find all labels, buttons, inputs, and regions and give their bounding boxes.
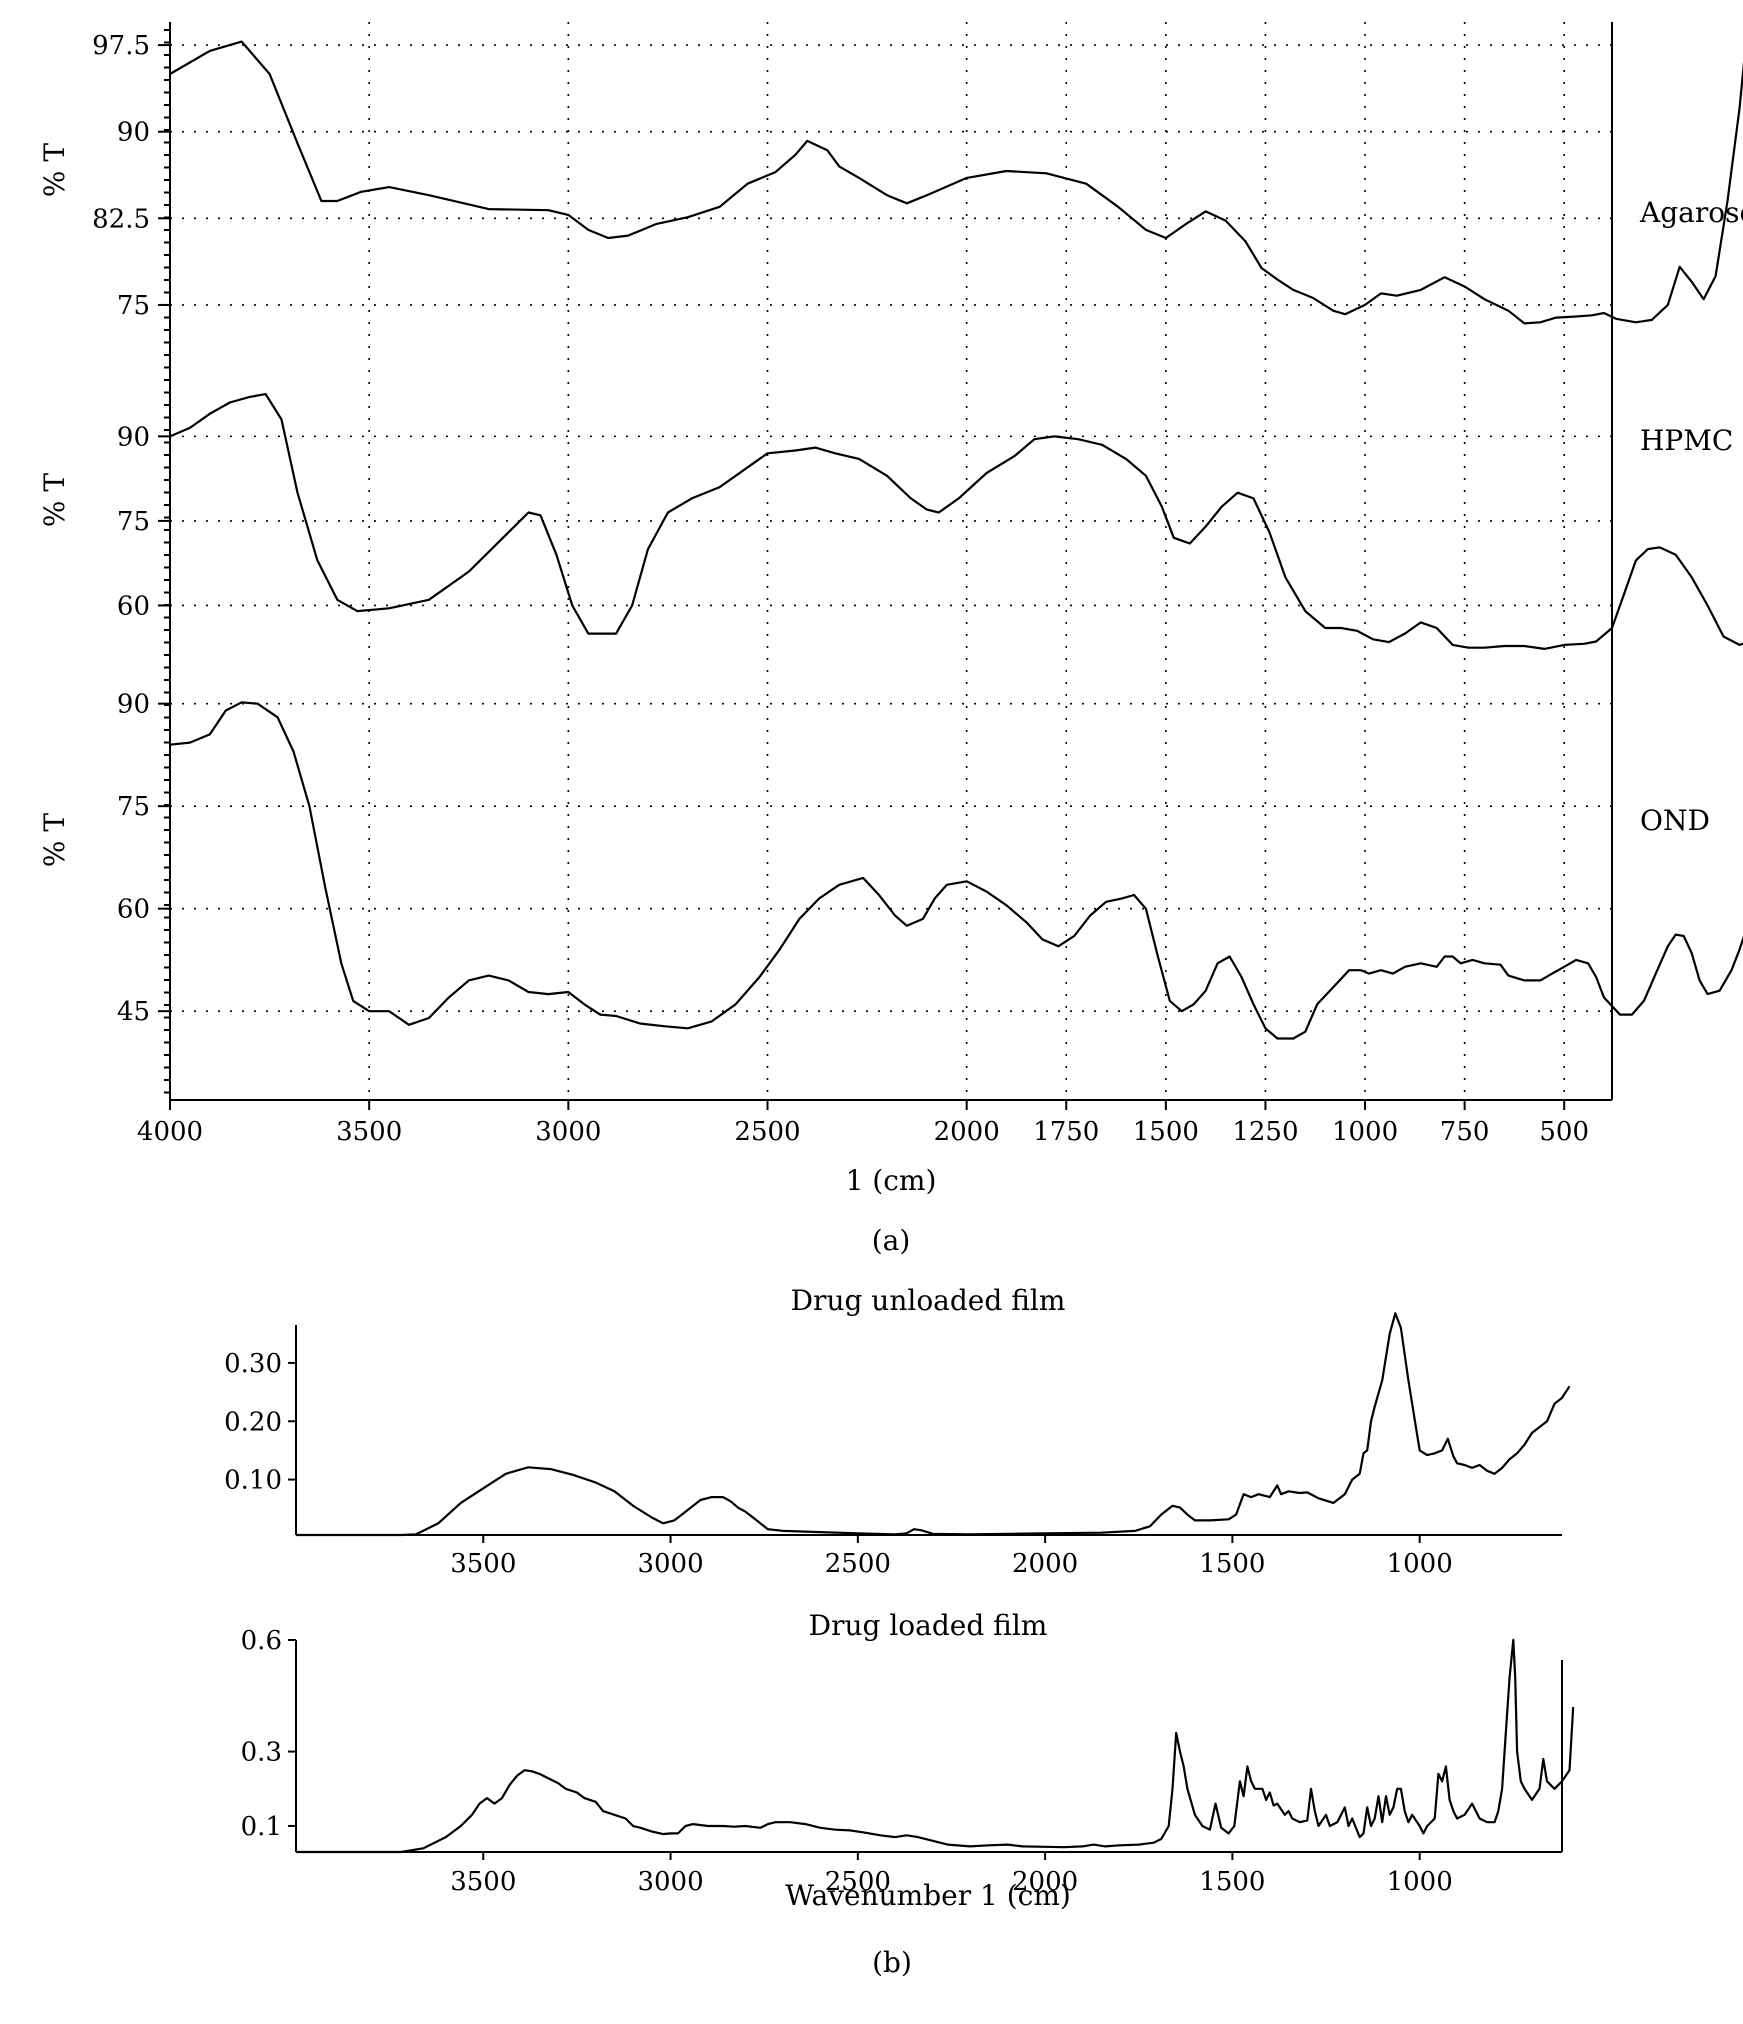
subplot-loaded-spectrum [296, 1638, 1575, 1854]
subplot-loaded-x-tick-label-2000: 2000 [1012, 1867, 1078, 1897]
y-tick-label-agarose-97.5: 97.5 [92, 31, 150, 61]
y-tick-label-ond-75: 75 [117, 792, 150, 822]
subplot-unloaded-spectrum [296, 1312, 1571, 1537]
y-tick-label-agarose-75: 75 [117, 291, 150, 321]
panel-a-x-axis-title: 1 (cm) [846, 1164, 937, 1197]
subplot-unloaded-x-tick-label-1000: 1000 [1387, 1549, 1453, 1579]
subplot-loaded-x-tick-label-3000: 3000 [637, 1867, 703, 1897]
panel-b: Drug unloaded film 0.10 0.20 0.30 3500 3000 2… [224, 1284, 1575, 1979]
panel-a-x-tick-labels: 4000 3500 3000 2500 2000 1750 1500 1250 1000 750 5… [137, 1100, 1589, 1147]
subplot-loaded-x-tick-label-1500: 1500 [1199, 1867, 1265, 1897]
y-tick-label-hpmc-75: 75 [117, 507, 150, 537]
subplot-unloaded-x-tick-label-1500: 1500 [1199, 1549, 1265, 1579]
subplot-loaded: 0.1 0.3 0.6 3500 3000 2500 2000 1500 1000 [241, 1626, 1575, 1897]
y-tick-label-hpmc-90: 90 [117, 422, 150, 452]
series-line-ond [169, 701, 1743, 1040]
panel-a-series-labels: Agarose HPMC OND [1639, 196, 1743, 837]
subplot-unloaded-y-tick-label-0.1: 0.10 [224, 1466, 282, 1496]
y-tick-label-agarose-90: 90 [117, 118, 150, 148]
x-tick-label-750: 750 [1440, 1117, 1490, 1147]
x-tick-label-1750: 1750 [1033, 1117, 1099, 1147]
subplot-loaded-y-tick-label-0.6: 0.6 [241, 1626, 282, 1656]
x-tick-label-3500: 3500 [336, 1117, 402, 1147]
subplot-unloaded-x-tick-label-3000: 3000 [637, 1549, 703, 1579]
panel-a-grid [170, 22, 1612, 1100]
panel-a-caption: (a) [872, 1224, 911, 1257]
series-line-agarose [169, 40, 1743, 325]
subplot-unloaded-title: Drug unloaded film [791, 1284, 1066, 1317]
subplot-unloaded-x-tick-label-2500: 2500 [825, 1549, 891, 1579]
subplot-unloaded-x-tick-label-3500: 3500 [450, 1549, 516, 1579]
series-line-hpmc [169, 393, 1743, 650]
subplot-unloaded-y-tick-label-0.2: 0.20 [224, 1407, 282, 1437]
subplot-loaded-title: Drug loaded film [809, 1609, 1048, 1642]
subplot-loaded-x-tick-label-1000: 1000 [1387, 1867, 1453, 1897]
x-tick-label-1000: 1000 [1332, 1117, 1398, 1147]
series-label-hpmc: HPMC [1640, 424, 1733, 457]
x-tick-label-1250: 1250 [1232, 1117, 1298, 1147]
subplot-loaded-y-tick-label-0.1: 0.1 [241, 1812, 282, 1842]
x-tick-label-2500: 2500 [734, 1117, 800, 1147]
subplot-loaded-y-tick-label-0.3: 0.3 [241, 1738, 282, 1768]
x-tick-label-500: 500 [1539, 1117, 1589, 1147]
y-axis-title-hpmc: % T [38, 473, 71, 528]
y-tick-label-ond-60: 60 [117, 895, 150, 925]
x-tick-label-2000: 2000 [934, 1117, 1000, 1147]
y-axis-title-agarose: % T [38, 143, 71, 198]
subplot-loaded-x-tick-label-3500: 3500 [450, 1867, 516, 1897]
subplot-unloaded-x-tick-label-2000: 2000 [1012, 1549, 1078, 1579]
y-tick-label-agarose-82.5: 82.5 [92, 204, 150, 234]
panel-b-x-axis-title: Wavenumber 1 (cm) [785, 1879, 1071, 1912]
series-label-agarose: Agarose [1639, 196, 1743, 229]
panel-a-y-axis-titles: % T % T % T [38, 143, 71, 868]
panel-a: 4000 3500 3000 2500 2000 1750 1500 1250 1000 750 5… [38, 22, 1743, 1257]
subplot-unloaded: 0.10 0.20 0.30 3500 3000 2500 2000 1500 1000 [224, 1312, 1571, 1579]
y-tick-label-ond-45: 45 [117, 997, 150, 1027]
panel-a-y-tick-labels: 97.5 90 82.5 75 90 75 60 90 75 60 45 [92, 31, 170, 1027]
x-tick-label-3000: 3000 [535, 1117, 601, 1147]
panel-a-series [169, 40, 1743, 1040]
y-tick-label-ond-90: 90 [117, 690, 150, 720]
x-tick-label-1500: 1500 [1133, 1117, 1199, 1147]
subplot-loaded-x-tick-label-2500: 2500 [825, 1867, 891, 1897]
x-tick-label-4000: 4000 [137, 1117, 203, 1147]
subplot-unloaded-y-tick-label-0.3: 0.30 [224, 1349, 282, 1379]
panel-b-caption: (b) [872, 1946, 912, 1979]
y-axis-title-ond: % T [38, 813, 71, 868]
y-tick-label-hpmc-60: 60 [117, 591, 150, 621]
series-label-ond: OND [1640, 804, 1710, 837]
